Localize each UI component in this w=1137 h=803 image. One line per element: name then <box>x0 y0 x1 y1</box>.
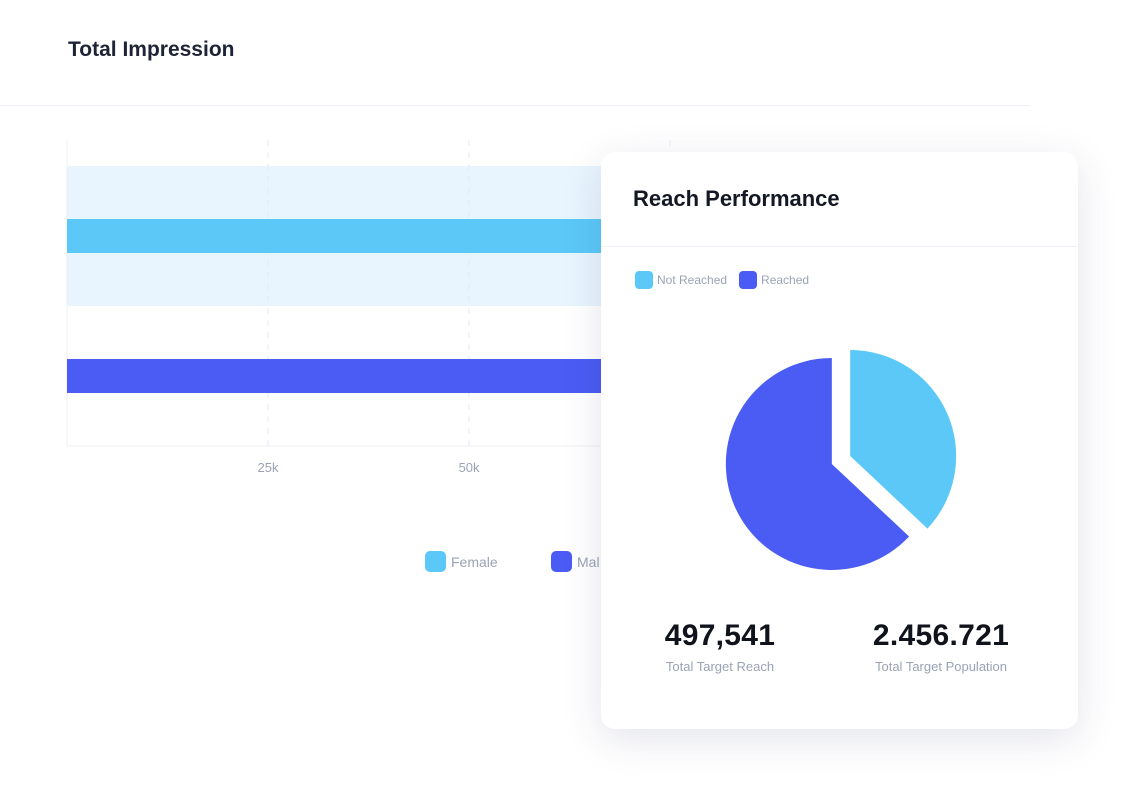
pie-slice-not-reached <box>850 350 957 529</box>
legend-swatch <box>551 551 572 572</box>
stat-value: 497,541 <box>664 619 776 652</box>
stat-total-target-reach: 497,541 Total Target Reach <box>645 619 795 674</box>
legend-label: Mal <box>577 554 600 570</box>
legend-label: Female <box>451 554 498 570</box>
total-impression-title: Total Impression <box>68 38 235 61</box>
legend-swatch-not-reached <box>635 271 653 289</box>
legend-label-not-reached: Not Reached <box>657 273 728 287</box>
stat-label: Total Target Population <box>874 659 1008 674</box>
x-tick-label: 50k <box>459 460 480 475</box>
reach-performance-title: Reach Performance <box>633 186 840 211</box>
legend-label-reached: Reached <box>761 273 810 287</box>
stat-value: 2.456.721 <box>872 619 1010 652</box>
pie-legend: Not Reached Reached <box>635 271 809 289</box>
legend-swatch <box>425 551 446 572</box>
reach-performance-card: Reach Performance Not Reached Reached 49… <box>601 152 1078 729</box>
pie-slice-reached <box>725 357 910 570</box>
legend-item-reached[interactable]: Reached <box>739 271 809 289</box>
card-divider <box>0 105 1030 106</box>
stat-total-target-population: 2.456.721 Total Target Population <box>856 619 1026 674</box>
stat-label: Total Target Reach <box>665 659 775 674</box>
card-divider <box>601 246 1078 247</box>
legend-item-not-reached[interactable]: Not Reached <box>635 271 727 289</box>
x-tick-label: 25k <box>258 460 279 475</box>
reach-pie-chart <box>725 350 957 570</box>
legend-swatch-reached <box>739 271 758 289</box>
